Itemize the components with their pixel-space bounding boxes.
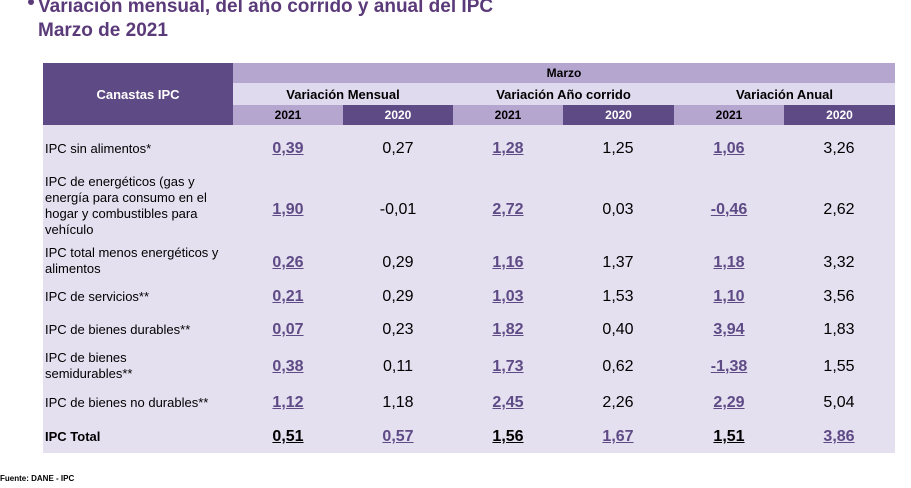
row-label: IPC de energéticos (gas y energía para c… [45,174,207,237]
value-cell: 1,55 [823,358,855,375]
title-bullet-icon [28,0,34,5]
title-block: Variación mensual, del año corrido y anu… [28,0,494,43]
value-cell: 0,29 [382,254,414,271]
value-link[interactable]: 1,03 [492,288,524,305]
total-value-link[interactable]: 1,67 [602,428,634,445]
row-label: IPC de bienes no durables** [45,395,209,410]
value-link[interactable]: 1,16 [492,254,524,271]
group-header-mensual: Variación Mensual [233,83,453,105]
page-subtitle: Marzo de 2021 [38,20,168,41]
value-link[interactable]: 1,82 [492,321,524,338]
value-link[interactable]: 3,94 [713,321,745,338]
source-footnote: Fuente: DANE - IPC [0,474,75,483]
value-link[interactable]: -1,38 [710,358,748,375]
row-label-total: IPC Total [45,429,101,444]
value-cell: 0,23 [382,321,414,338]
corner-header: Canastas IPC [43,63,233,125]
total-value: 1,51 [713,428,745,445]
value-cell: 1,53 [602,288,634,305]
total-value-link[interactable]: 3,86 [823,428,855,445]
year-header: 2021 [674,105,784,125]
value-cell: 2,62 [823,201,855,218]
value-cell: 1,18 [382,394,414,411]
value-cell: 3,32 [823,254,855,271]
page-title: Variación mensual, del año corrido y anu… [38,0,494,17]
value-link[interactable]: 1,10 [713,288,745,305]
value-link[interactable]: 1,18 [713,254,745,271]
value-cell: 1,37 [602,254,634,271]
value-link[interactable]: 0,21 [272,288,304,305]
value-link[interactable]: 2,45 [492,394,524,411]
table-body-bg [43,125,895,453]
ipc-table: Canastas IPC Marzo Variación Mensual Var… [43,63,895,453]
value-cell: 0,62 [602,358,634,375]
value-link[interactable]: 0,39 [272,140,304,157]
row-label: IPC de bienes durables** [45,322,191,337]
value-link[interactable]: 1,73 [492,358,524,375]
value-cell: 5,04 [823,394,855,411]
value-cell: 0,27 [382,140,414,157]
value-link[interactable]: 2,72 [492,201,524,218]
value-cell: 0,29 [382,288,414,305]
group-header-anual: Variación Anual [674,83,895,105]
value-cell: 0,11 [383,358,413,375]
total-value: 1,56 [492,428,524,445]
year-header: 2020 [563,105,674,125]
row-label: IPC de bienes semidurables** [45,350,133,381]
value-link[interactable]: 0,26 [272,254,304,271]
row-label: IPC total menos energéticos y alimentos [45,245,219,276]
value-cell: -0,01 [379,201,417,218]
value-link[interactable]: 1,06 [713,140,745,157]
year-header: 2020 [784,105,895,125]
group-header-ano-corrido: Variación Año corrido [453,83,674,105]
value-cell: 1,25 [602,140,634,157]
value-cell: 3,56 [823,288,855,305]
value-cell: 0,40 [602,321,634,338]
row-label: IPC de servicios** [45,289,150,304]
value-link[interactable]: 1,28 [492,140,524,157]
value-link[interactable]: 2,29 [713,394,745,411]
value-cell: 3,26 [823,140,855,157]
value-link[interactable]: -0,46 [710,201,748,218]
month-header: Marzo [233,63,895,83]
year-header: 2021 [233,105,343,125]
total-value: 0,51 [272,428,304,445]
year-header: 2021 [453,105,563,125]
value-link[interactable]: 0,38 [272,358,304,375]
year-header: 2020 [343,105,453,125]
value-cell: 2,26 [602,394,634,411]
value-link[interactable]: 1,12 [272,394,304,411]
total-value-link[interactable]: 0,57 [382,428,414,445]
row-label: IPC sin alimentos* [45,141,152,156]
value-link[interactable]: 1,90 [272,201,304,218]
value-cell: 1,83 [823,321,855,338]
value-cell: 0,03 [602,201,634,218]
value-link[interactable]: 0,07 [272,321,304,338]
